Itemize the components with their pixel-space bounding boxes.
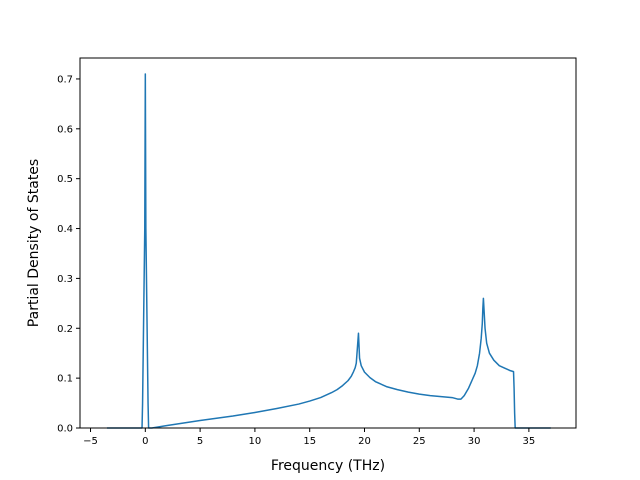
- y-tick-label: 0.6: [57, 124, 73, 135]
- y-tick-label: 0.1: [57, 374, 73, 385]
- x-tick-label: 5: [197, 436, 203, 447]
- x-axis-ticks: −5 0 5 10 15 20 25 30 35: [83, 428, 535, 447]
- y-axis-ticks: 0.0 0.1 0.2 0.3 0.4 0.5 0.6 0.7: [57, 74, 80, 435]
- x-tick-label: 20: [358, 436, 371, 447]
- y-tick-label: 0.4: [57, 224, 73, 235]
- x-axis-label: Frequency (THz): [271, 458, 385, 474]
- pdos-series-line: [106, 73, 551, 429]
- y-tick-label: 0.7: [57, 74, 73, 85]
- x-tick-label: −5: [83, 436, 98, 447]
- plot-area: [106, 73, 551, 429]
- axes-frame: [79, 57, 577, 429]
- y-tick-label: 0.2: [57, 324, 73, 335]
- x-tick-label: 30: [468, 436, 481, 447]
- y-axis-label: Partial Density of States: [26, 159, 42, 327]
- x-tick-label: 35: [523, 436, 536, 447]
- y-tick-label: 0.3: [57, 274, 73, 285]
- x-tick-label: 10: [249, 436, 262, 447]
- y-tick-label: 0.0: [57, 424, 73, 435]
- x-tick-label: 0: [142, 436, 148, 447]
- y-tick-label: 0.5: [57, 174, 73, 185]
- x-tick-label: 15: [303, 436, 316, 447]
- x-tick-label: 25: [413, 436, 426, 447]
